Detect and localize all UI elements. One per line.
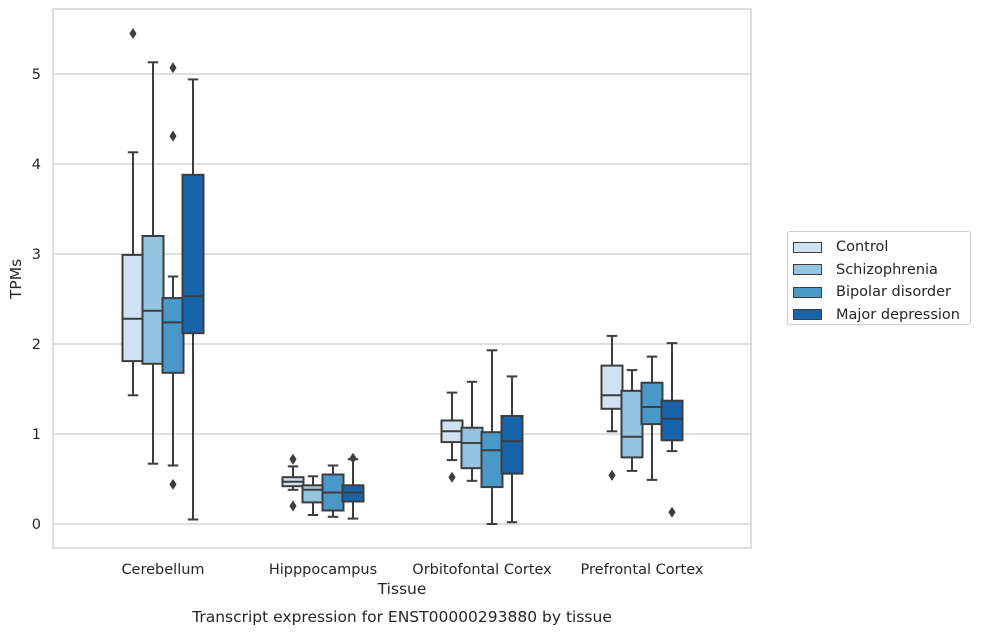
legend-item: Control (793, 236, 970, 259)
iqr-box (121, 253, 145, 363)
outlier-point (169, 130, 177, 142)
legend-item: Schizophrenia (793, 259, 970, 282)
y-tick-label: 0 (32, 517, 41, 533)
outlier-point (349, 452, 357, 464)
legend-swatch (793, 309, 822, 321)
y-tick-label: 5 (32, 67, 41, 83)
box-control (440, 391, 464, 483)
y-axis-label: TPMs (7, 259, 25, 300)
chart-caption: Transcript expression for ENST0000029388… (191, 608, 612, 626)
box-bipolar-disorder (640, 355, 664, 481)
outlier-point (169, 478, 177, 490)
box-bipolar-disorder (480, 349, 504, 525)
outlier-point (129, 28, 137, 39)
iqr-box (181, 173, 205, 335)
iqr-box (640, 381, 664, 426)
x-tick-label: Orbitofontal Cortex (412, 562, 552, 578)
plot-frame (52, 8, 752, 549)
box-schizophrenia (620, 369, 644, 472)
iqr-box (460, 426, 484, 470)
legend-item: Bipolar disorder (793, 281, 970, 304)
iqr-box (161, 297, 185, 374)
y-tick-label: 1 (32, 427, 41, 443)
outlier-point (668, 506, 676, 518)
outlier-point (289, 500, 297, 512)
box-schizophrenia (301, 475, 325, 516)
y-tick-label: 3 (32, 247, 41, 263)
box-control (600, 334, 624, 481)
boxes (121, 28, 684, 525)
legend-swatch (793, 286, 822, 298)
legend-label: Major depression (836, 306, 960, 323)
x-tick-label: Hipppocampus (269, 562, 377, 578)
y-tick-label: 2 (32, 337, 41, 353)
iqr-box (600, 364, 624, 410)
iqr-box (301, 484, 325, 504)
legend-item: Major depression (793, 304, 970, 327)
legend-label: Bipolar disorder (836, 284, 951, 301)
box-bipolar-disorder (161, 62, 185, 490)
legend-swatch (793, 264, 822, 276)
box-major-depression (181, 78, 205, 521)
x-tick-label: Cerebellum (121, 562, 204, 578)
legend-swatch (793, 241, 822, 253)
box-major-depression (660, 342, 684, 518)
x-axis-label: Tissue (377, 580, 427, 598)
box-schizophrenia (141, 61, 165, 465)
tick-labels: 0 1 2 3 4 5 Cerebellum Hipppocampus Orbitofontal… (32, 67, 704, 578)
outlier-point (448, 471, 456, 483)
legend-label: Control (836, 239, 889, 256)
box-schizophrenia (460, 380, 484, 482)
box-bipolar-disorder (321, 464, 345, 518)
box-major-depression (500, 375, 524, 524)
legend: Control Schizophrenia Bipolar disorder Majo… (787, 231, 971, 325)
outlier-point (169, 62, 177, 74)
iqr-box (141, 235, 165, 365)
iqr-box (620, 389, 644, 459)
outlier-point (289, 453, 297, 465)
y-tick-label: 4 (32, 157, 41, 173)
x-tick-label: Prefrontal Cortex (581, 562, 704, 578)
iqr-box (480, 431, 504, 489)
iqr-box (500, 415, 524, 475)
outlier-point (608, 469, 616, 481)
box-control (121, 28, 145, 397)
box-control (281, 453, 305, 512)
box-major-depression (341, 452, 365, 520)
iqr-box (660, 399, 684, 442)
legend-label: Schizophrenia (836, 261, 938, 278)
